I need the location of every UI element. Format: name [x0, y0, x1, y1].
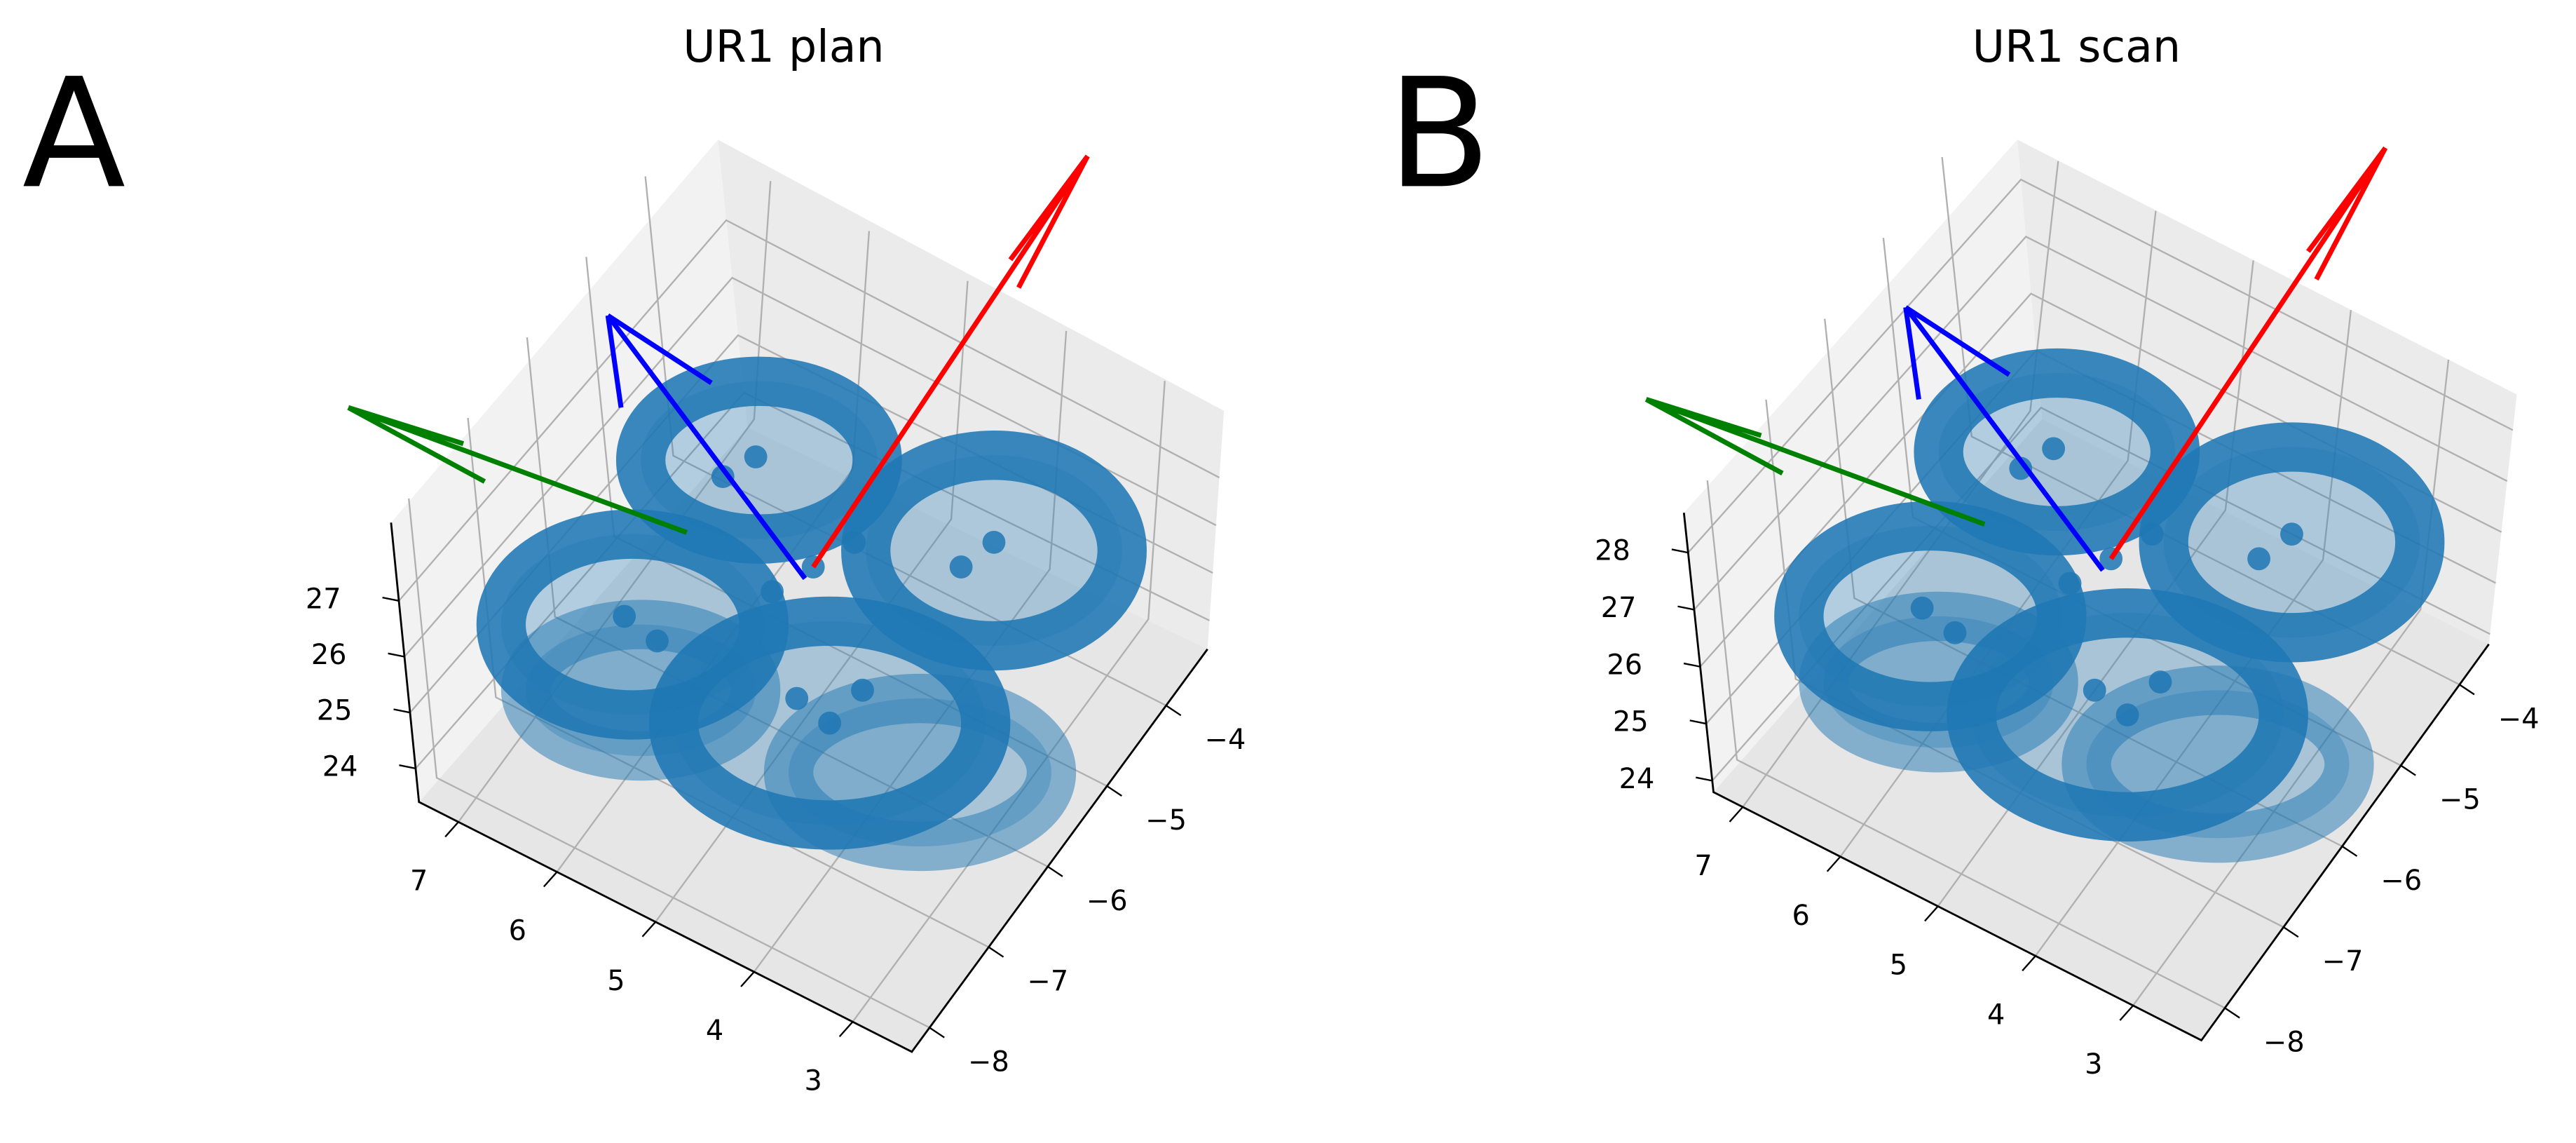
tick-mark: [1729, 806, 1744, 823]
y-tick-label: 6: [509, 915, 526, 947]
z-tick-label: 25: [1613, 706, 1649, 738]
tick-mark: [444, 821, 459, 838]
y-tick-label: 7: [1694, 850, 1712, 882]
axis-line: [1682, 513, 2490, 1042]
panel-letter: A: [22, 46, 126, 222]
panel: 3 4 5 6 7 −8 −7 −6 −5 −4 24 25 26 27 28 UR1 scan B: [1387, 20, 2539, 1081]
y-tick-label: 7: [410, 865, 428, 897]
tick-mark: [641, 921, 657, 938]
tick-mark: [2400, 764, 2416, 776]
y-tick-label: 5: [1890, 949, 1907, 982]
x-tick-label: −8: [2263, 1026, 2305, 1058]
y-tick-label: 4: [706, 1015, 723, 1047]
tick-mark: [2283, 926, 2299, 938]
tick-mark: [1826, 855, 1841, 872]
tick-mark: [399, 764, 416, 770]
tick-mark: [2341, 845, 2358, 857]
y-tick-label: 4: [1987, 999, 2005, 1031]
x-tick-label: −7: [2322, 945, 2364, 978]
grid-line: [408, 498, 930, 1029]
tick-mark: [1047, 865, 1063, 877]
y-tick-label: 5: [607, 965, 625, 997]
tick-mark: [1671, 548, 1689, 554]
tick-mark: [1683, 662, 1701, 668]
panel-letter: B: [1387, 46, 1491, 222]
z-tick-label: 24: [1619, 763, 1655, 795]
tick-mark: [2459, 684, 2475, 696]
z-tick-label: 26: [311, 639, 347, 671]
tick-mark: [2224, 1007, 2240, 1019]
tick-mark: [1924, 905, 1939, 922]
x-tick-label: −6: [2380, 865, 2422, 897]
grid-line: [1687, 178, 2514, 553]
tick-mark: [988, 946, 1004, 958]
grid-line: [1765, 399, 2284, 928]
z-tick-label: 25: [317, 695, 353, 727]
tick-mark: [1165, 705, 1182, 717]
tick-mark: [382, 596, 400, 602]
grid-line: [852, 381, 1166, 1022]
tick-mark: [2119, 1005, 2134, 1021]
axis-line: [390, 522, 1208, 1053]
tick-mark: [543, 871, 558, 888]
tick-mark: [393, 708, 411, 714]
x-tick-label: −4: [1205, 724, 1246, 756]
x-tick-label: −5: [2439, 784, 2481, 816]
grid-line: [1706, 480, 2226, 1009]
tick-mark: [1106, 785, 1122, 797]
x-tick-label: −6: [1086, 885, 1128, 917]
tick-mark: [740, 971, 755, 987]
panel-title: UR1 plan: [683, 20, 884, 72]
panel: 3 4 5 6 7 −8 −7 −6 −5 −4 24 25 26 27 UR1 plan A: [22, 20, 1246, 1097]
tick-mark: [929, 1027, 945, 1039]
x-tick-label: −8: [968, 1046, 1009, 1078]
z-tick-label: 26: [1607, 649, 1642, 681]
z-tick-label: 28: [1595, 535, 1630, 567]
tick-mark: [388, 652, 405, 658]
grid-line: [2132, 359, 2450, 1006]
y-tick-label: 3: [2085, 1048, 2102, 1081]
x-tick-label: −7: [1028, 966, 1069, 998]
tick-mark: [2022, 955, 2036, 972]
tick-mark: [1677, 605, 1695, 611]
z-tick-label: 24: [322, 750, 358, 783]
x-tick-label: −5: [1145, 804, 1187, 837]
tick-mark: [838, 1021, 854, 1038]
z-tick-label: 27: [306, 583, 341, 615]
z-tick-label: 27: [1601, 592, 1637, 624]
grid-line: [1694, 235, 2508, 611]
pane-left: [1684, 140, 2043, 792]
grid-line: [398, 219, 1220, 602]
tick-mark: [1689, 719, 1707, 725]
panel-title: UR1 scan: [1972, 20, 2181, 72]
tick-mark: [1696, 776, 1713, 782]
x-tick-label: −4: [2498, 703, 2540, 735]
y-tick-label: 6: [1792, 900, 1810, 932]
y-tick-label: 3: [805, 1064, 822, 1097]
grid-line: [467, 417, 990, 948]
